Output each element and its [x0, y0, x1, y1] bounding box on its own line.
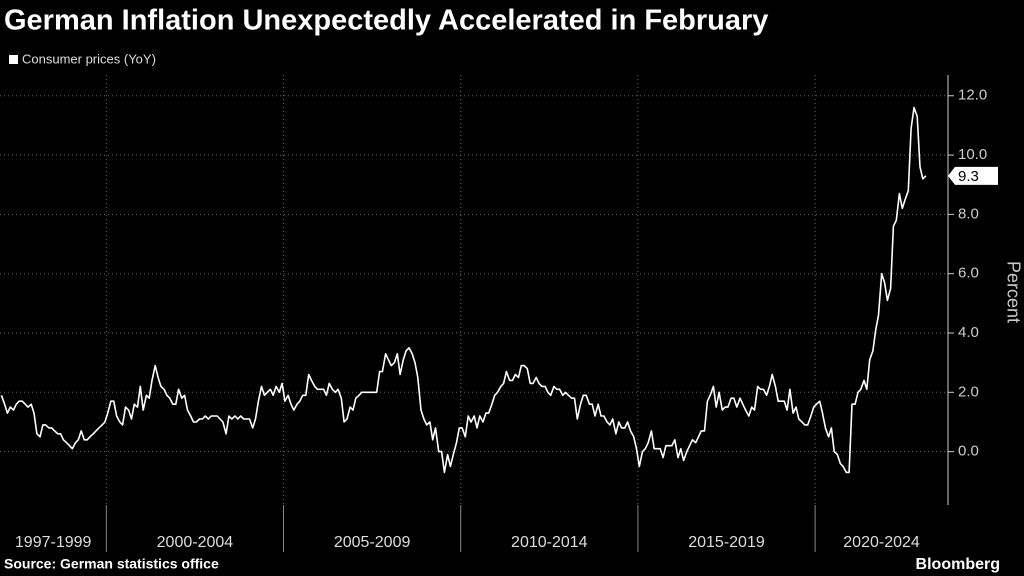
x-band-label: 1997-1999: [15, 534, 92, 551]
y-tick-label: 8.0: [958, 205, 979, 222]
source: Source: German statistics office: [4, 556, 219, 572]
x-band-label: 2005-2009: [334, 534, 411, 551]
x-band-label: 2020-2024: [843, 534, 920, 551]
y-tick-label: 12.0: [958, 87, 987, 104]
chart-title: German Inflation Unexpectedly Accelerate…: [4, 5, 768, 37]
legend-label: Consumer prices (YoY): [22, 51, 156, 66]
legend-swatch: [9, 55, 18, 64]
y-tick-label: 2.0: [958, 383, 979, 400]
brand: Bloomberg: [916, 556, 1000, 573]
y-tick-label: 6.0: [958, 265, 979, 282]
x-band-label: 2015-2019: [688, 534, 765, 551]
y-tick-label: 4.0: [958, 324, 979, 341]
y-axis-title: Percent: [1003, 261, 1023, 323]
x-band-label: 2000-2004: [157, 534, 234, 551]
y-tick-label: 10.0: [958, 146, 987, 163]
x-band-label: 2010-2014: [511, 534, 588, 551]
y-tick-label: 0.0: [958, 443, 979, 460]
last-value-box: [948, 166, 998, 185]
last-value-label: 9.3: [958, 168, 979, 185]
data-line: [0, 106, 927, 474]
